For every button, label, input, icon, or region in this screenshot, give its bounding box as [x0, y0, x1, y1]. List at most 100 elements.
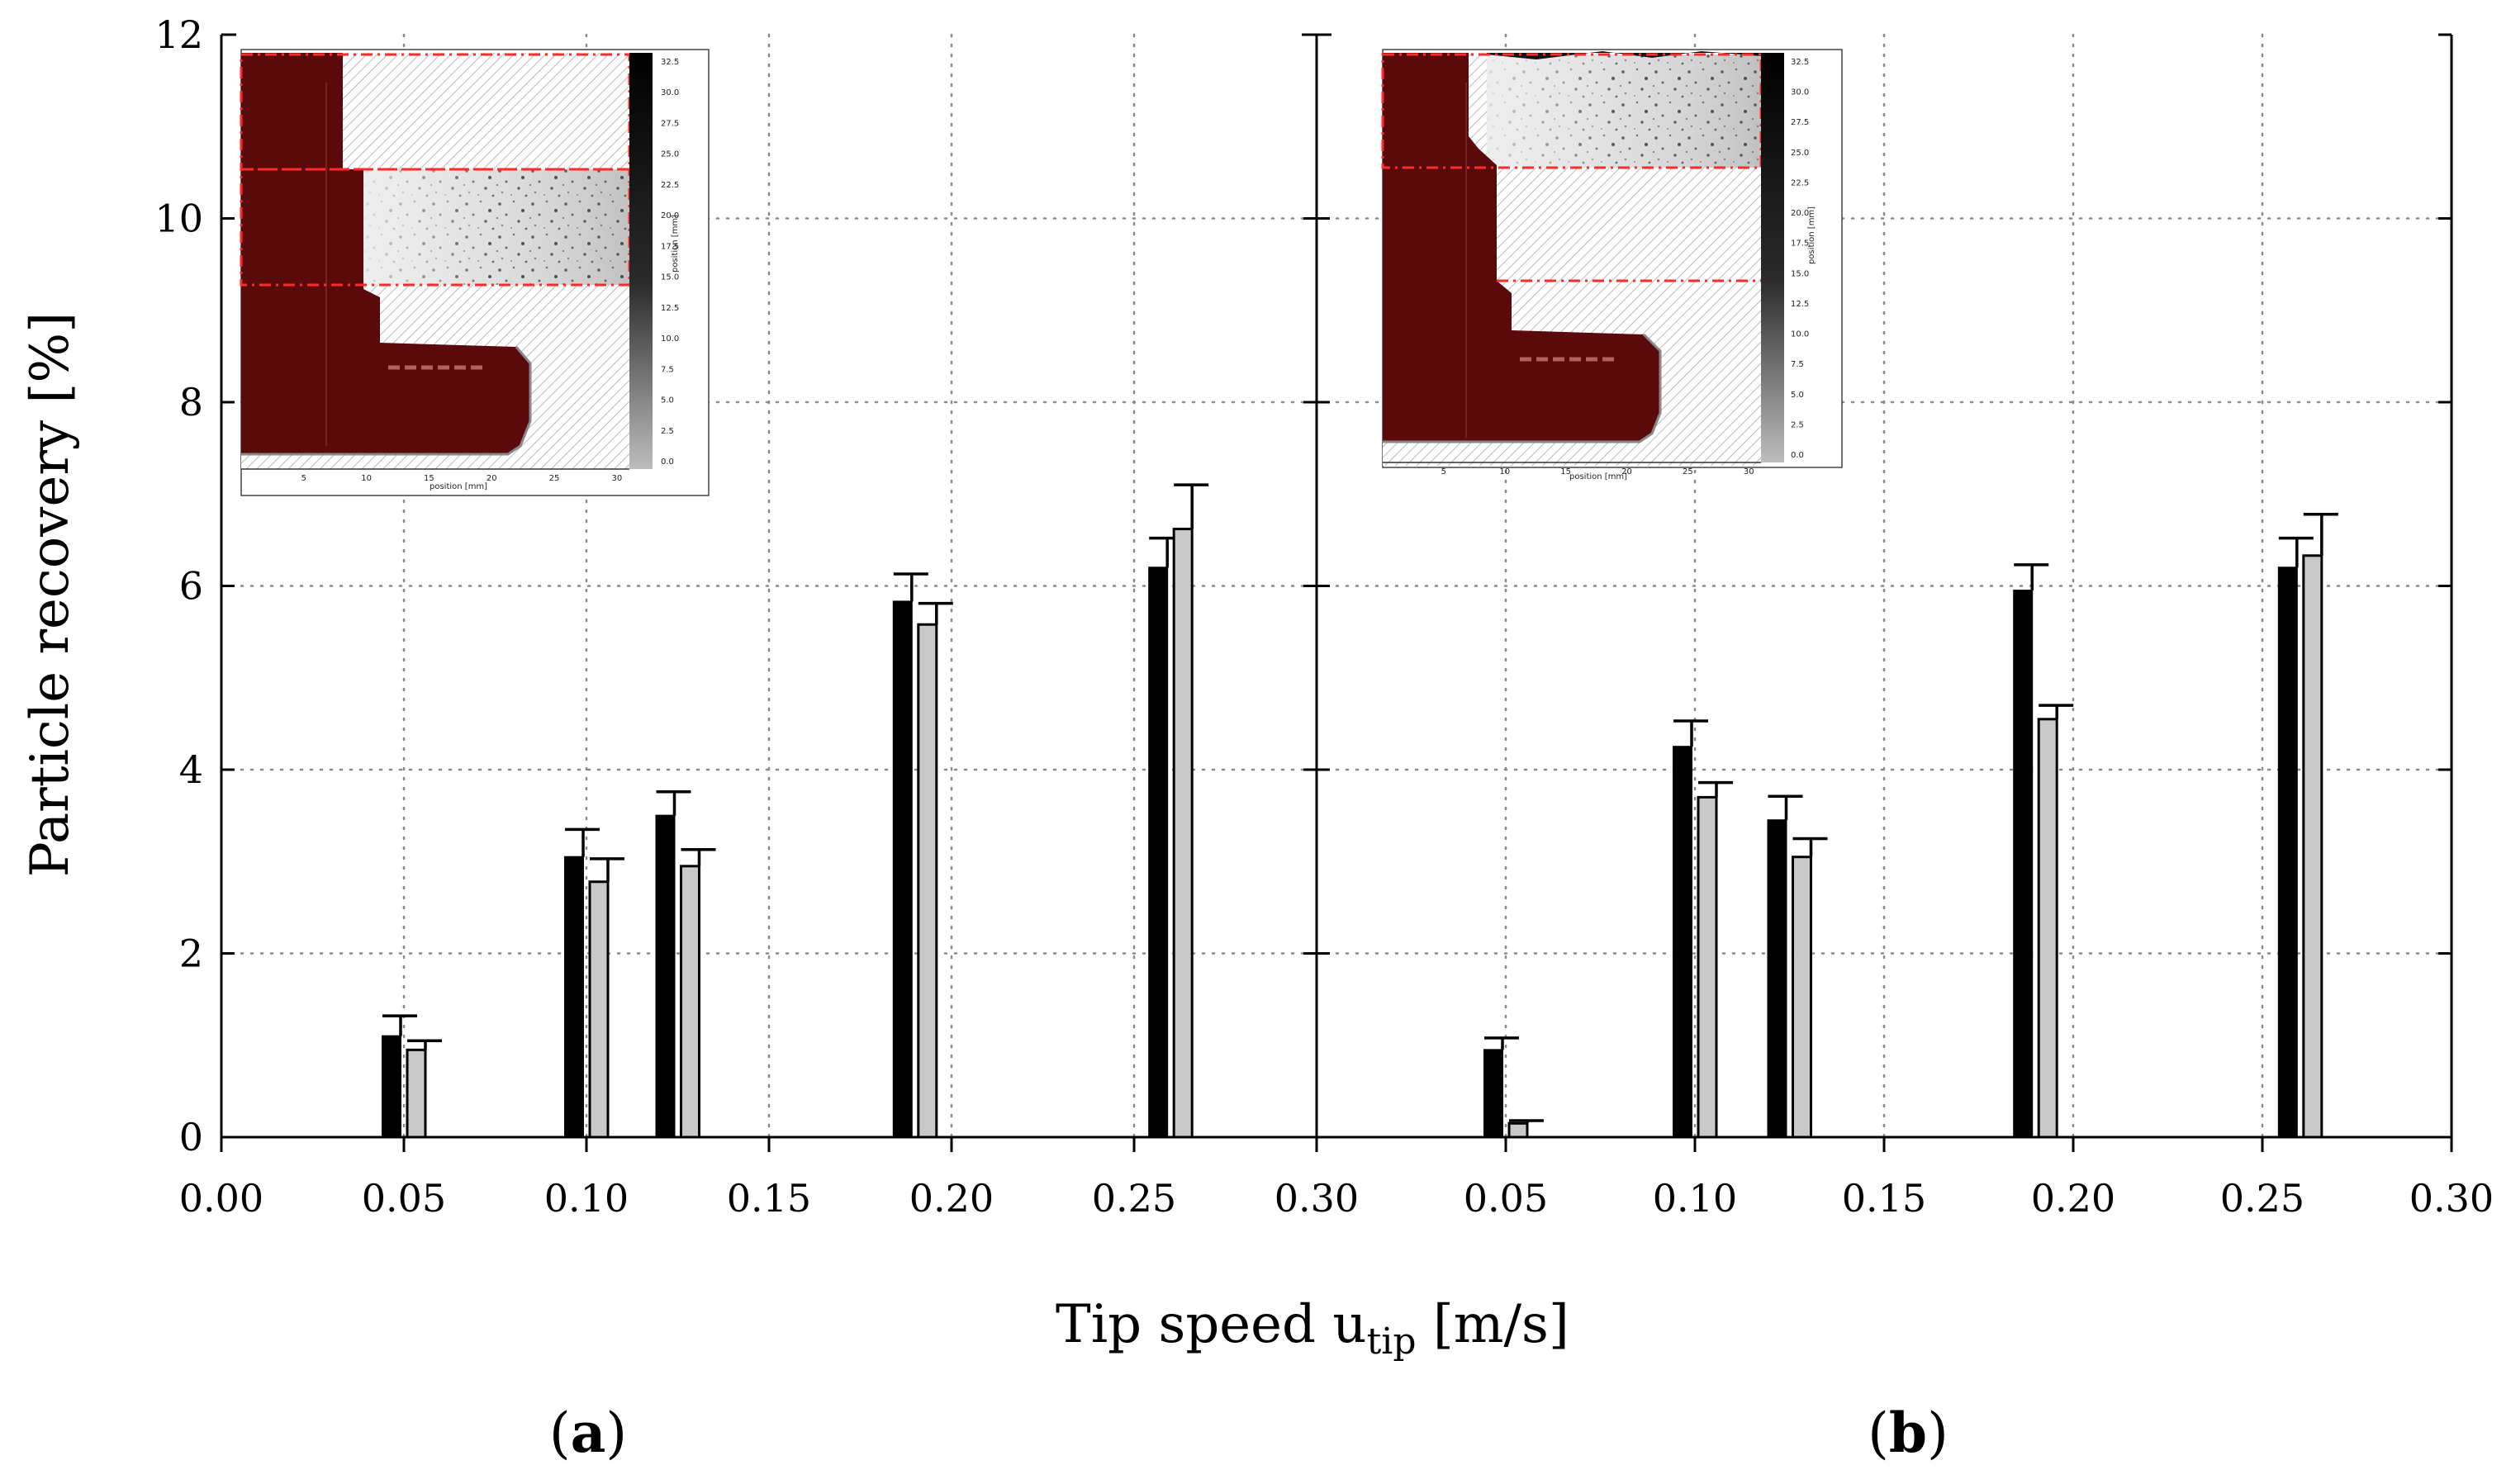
inset-colorbar-tick: 5.0	[1791, 391, 1804, 400]
panel-a: 32.530.027.525.022.520.017.515.012.510.0…	[154, 12, 1359, 1221]
y-tick-label: 6	[179, 564, 203, 609]
inset-colorbar-tick: 17.5	[1791, 239, 1809, 249]
inset-colorbar-ticks: 32.5 30.0 27.5 25.0 22.5 20.0 17.5 15.0 12.5 10.0…	[1791, 58, 1809, 460]
inset-image-b: 32.5 30.0 27.5 25.0 22.5 20.0 17.5 15.0 12.5 10.0…	[1381, 49, 1843, 481]
bar-gray	[2037, 718, 2058, 1139]
x-tick-label: 0.10	[1653, 1176, 1737, 1221]
inset-colorbar-tick: 27.5	[1791, 118, 1809, 127]
bar-black	[892, 600, 913, 1138]
x-tick-label: 0.30	[1274, 1176, 1359, 1221]
inset-colorbar-tick: 12.5	[661, 304, 679, 313]
x-tick-label: 0.25	[2220, 1176, 2305, 1221]
inset-colorbar-tick: 25.0	[661, 150, 679, 159]
inset-x-ticks: 5 10 15 20 25 30	[301, 474, 623, 483]
inset-x-tick: 15	[1560, 467, 1571, 476]
bar-gray	[1792, 856, 1812, 1139]
x-tick-label: 0.20	[2031, 1176, 2115, 1221]
bar-gray	[1172, 528, 1194, 1139]
inset-colorbar-tick: 10.0	[661, 334, 679, 344]
bar-black	[655, 814, 676, 1138]
y-tick-label: 12	[154, 12, 203, 57]
inset-x-tick: 20	[1621, 467, 1632, 476]
inset-colorbar-tick: 2.5	[661, 427, 674, 436]
x-axis-label-subscript: tip	[1367, 1320, 1417, 1363]
x-tick-label: 0.10	[544, 1176, 629, 1221]
inset-colorbar-tick: 30.0	[661, 88, 679, 97]
x-tick-label: 0.05	[1464, 1176, 1548, 1221]
inset-colorbar-ticks: 32.5 30.0 27.5 25.0 22.5 20.0 17.5 15.0 12.5 10.0…	[661, 58, 679, 467]
inset-x-label: position [mm]	[430, 482, 487, 491]
inset-colorbar-tick: 5.0	[661, 396, 674, 405]
inset-x-tick: 20	[487, 474, 497, 483]
panel-label-a: (a)	[549, 1401, 627, 1465]
inset-x-tick: 25	[1683, 467, 1693, 476]
y-tick-label: 8	[179, 380, 203, 424]
bar-gray	[406, 1048, 427, 1139]
inset-colorbar-tick: 12.5	[1791, 300, 1809, 309]
bar-black	[1767, 819, 1787, 1138]
inset-colorbar-tick: 15.0	[661, 273, 679, 282]
bar-black	[1483, 1049, 1503, 1138]
inset-colorbar-tick: 25.0	[1791, 149, 1809, 158]
inset-x-tick: 30	[1744, 467, 1754, 476]
bar-gray	[917, 623, 938, 1139]
inset-colorbar-tick: 27.5	[661, 119, 679, 128]
x-tick-label: 0.25	[1092, 1176, 1176, 1221]
bar-gray	[1697, 795, 1718, 1139]
x-tick-label: 0.15	[727, 1176, 811, 1221]
x-tick-label: 0.30	[2409, 1176, 2494, 1221]
panel-label-b: (b)	[1868, 1401, 1949, 1465]
inset-x-tick: 10	[1499, 467, 1510, 476]
inset-x-tick: 25	[549, 474, 560, 483]
inset-x-tick: 5	[1441, 467, 1446, 476]
x-axis-label-main: Tip speed u	[1056, 1294, 1367, 1355]
bar-black	[2277, 567, 2298, 1138]
inset-colorbar-tick: 20.0	[661, 211, 679, 220]
grid-a	[220, 33, 1318, 1139]
inset-colorbar-tick: 22.5	[1791, 178, 1809, 187]
y-tick-label: 10	[154, 197, 203, 241]
bar-gray	[680, 865, 700, 1139]
y-tick-label: 4	[179, 747, 203, 792]
x-axis-label-unit: [m/s]	[1416, 1294, 1569, 1355]
y-tick-label: 2	[179, 932, 203, 976]
inset-colorbar-tick: 22.5	[661, 181, 679, 190]
inset-y-label: position [mm]	[671, 215, 680, 273]
inset-colorbar-tick: 7.5	[1791, 360, 1804, 369]
inset-x-ticks: 5 10 15 20 25 30	[1441, 467, 1754, 476]
bar-black	[382, 1035, 401, 1138]
ticks-a: 0 2 4 6 8 10 12 0.00 0.05 0.10 0.15 0.20 0.25 0.30	[154, 12, 1359, 1221]
bars-b	[1483, 512, 2338, 1139]
bar-gray	[2302, 554, 2324, 1139]
bar-black	[2013, 590, 2034, 1138]
inset-x-tick: 30	[611, 474, 622, 483]
inset-colorbar-tick: 10.0	[1791, 330, 1809, 339]
x-tick-label: 0.00	[179, 1176, 263, 1221]
inset-colorbar-tick: 2.5	[1791, 420, 1804, 429]
bars-a	[382, 483, 1209, 1139]
bar-gray	[588, 880, 610, 1139]
panel-label-a-letter: a	[571, 1401, 606, 1465]
x-tick-label: 0.05	[362, 1176, 446, 1221]
y-tick-label: 0	[179, 1115, 203, 1159]
bar-black	[564, 856, 584, 1138]
inset-colorbar-tick: 0.0	[1791, 451, 1804, 460]
panel-label-b-letter: b	[1889, 1401, 1927, 1465]
ticks-b: 0.05 0.10 0.15 0.20 0.25 0.30	[1317, 33, 2494, 1221]
panel-b: 32.5 30.0 27.5 25.0 22.5 20.0 17.5 15.0 12.5 10.0…	[1315, 33, 2494, 1221]
inset-image-a: 32.5 30.0 27.5 25.0 22.5 20.0 17.5 15.0 12.5 10.0…	[240, 49, 710, 496]
x-axis-label: Tip speed utip [m/s]	[1056, 1294, 1569, 1363]
bar-gray	[1507, 1121, 1529, 1139]
x-tick-label: 0.20	[909, 1176, 994, 1221]
bar-black	[1673, 746, 1692, 1138]
inset-colorbar-tick: 7.5	[661, 365, 674, 374]
inset-x-tick: 15	[424, 474, 434, 483]
inset-x-tick: 5	[301, 474, 306, 483]
inset-colorbar-tick: 32.5	[661, 58, 679, 67]
y-axis-label: Particle recovery [%]	[20, 312, 81, 877]
inset-colorbar-tick: 15.0	[1791, 269, 1809, 278]
bar-black	[1148, 567, 1169, 1138]
inset-y-label: position [mm]	[1807, 206, 1816, 264]
inset-colorbar-tick: 32.5	[1791, 58, 1809, 67]
